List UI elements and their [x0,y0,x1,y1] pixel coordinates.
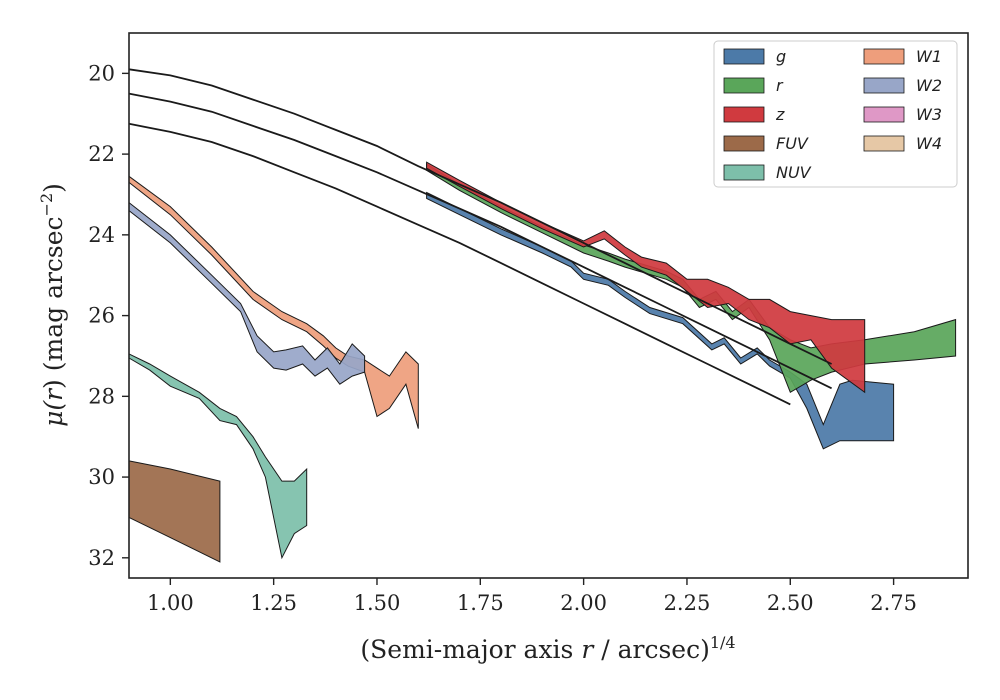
series-band-w2 [128,201,366,385]
x-tick-label: 1.50 [354,591,401,615]
legend-swatch-w4 [863,135,905,152]
y-tick-label: 22 [88,142,115,166]
y-tick-label: 26 [88,304,115,328]
legend-swatch-nuv [723,164,765,181]
series-band-w1 [128,175,419,429]
y-tick-label: 28 [88,384,115,408]
x-tick-label: 1.25 [250,591,297,615]
y-axis-label: μ(r) (mag arcsec−2) [37,183,68,427]
plot-frame [128,32,969,579]
x-tick-label: 1.00 [147,591,194,615]
legend-label-w3: W3 [916,105,942,124]
series-band-g [426,191,895,450]
legend-swatch-w1 [863,48,905,65]
legend-label-nuv: NUV [776,163,812,182]
legend-label-g: g [776,47,786,66]
model-curve-2 [128,92,832,390]
x-tick-label: 2.25 [664,591,711,615]
x-axis-label: (Semi-major axis r / arcsec)1/4 [360,633,735,664]
legend-swatch-g [723,48,765,65]
legend-swatch-w3 [863,106,905,123]
legend-label-r: r [776,76,784,95]
x-tick-label: 2.75 [870,591,917,615]
legend-label-z: z [775,105,785,124]
y-tick-label: 30 [88,465,115,489]
y-tick-label: 24 [88,223,115,247]
x-tick-label: 1.75 [457,591,504,615]
x-tick-label: 2.00 [560,591,607,615]
legend-swatch-r [723,77,765,94]
y-axis-ticks: 20 22 24 26 28 30 32 [88,61,129,570]
model-curve-1 [128,68,832,365]
legend-swatch-z [723,106,765,123]
y-tick-label: 20 [88,61,115,85]
legend-label-fuv: FUV [776,134,809,153]
model-curve-layer [128,68,832,406]
series-band-nuv [128,353,308,560]
series-band-fuv [128,460,221,563]
legend-swatch-w2 [863,77,905,94]
legend-swatch-fuv [723,135,765,152]
legend: grz FUV NUV W1 W2 W3 W4 [713,40,958,188]
x-axis-ticks: 1.00 1.25 1.50 1.75 2.00 2.25 2.50 2.75 [147,578,917,615]
series-band-r [426,163,957,394]
legend-label-w4: W4 [916,134,942,153]
x-tick-label: 2.50 [767,591,814,615]
model-curve-3 [128,122,791,406]
y-tick-label: 32 [88,546,115,570]
legend-label-w2: W2 [916,76,942,95]
legend-label-w1: W1 [916,47,942,66]
